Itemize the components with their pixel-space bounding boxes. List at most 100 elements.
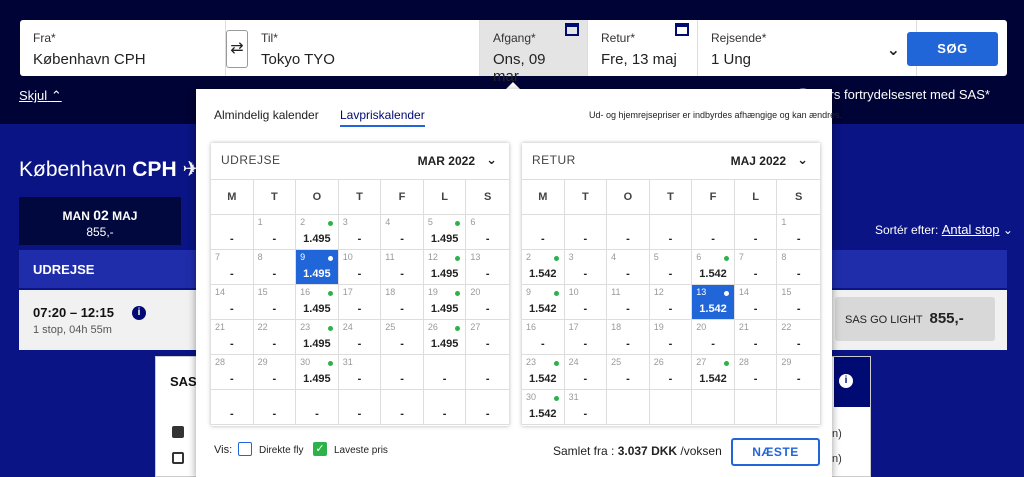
calendar-day[interactable]: 17- bbox=[564, 320, 608, 355]
day-number: 13 bbox=[470, 252, 481, 262]
calendar-day[interactable]: 22- bbox=[253, 320, 297, 355]
calendar-day[interactable]: 26 1.495 bbox=[423, 320, 467, 355]
availability-dot-icon bbox=[455, 221, 461, 226]
calendar-day[interactable]: 29- bbox=[777, 355, 820, 390]
calendar-day[interactable]: 25- bbox=[607, 355, 650, 390]
calendar-day[interactable]: 19 1.495 bbox=[423, 285, 467, 320]
calendar-day[interactable]: 20- bbox=[466, 285, 509, 320]
calendar-day[interactable]: 7- bbox=[734, 250, 778, 285]
calendar-day[interactable]: 16- bbox=[522, 320, 565, 355]
calendar-day[interactable]: 10- bbox=[564, 285, 608, 320]
tab-regular-calendar[interactable]: Almindelig kalender bbox=[214, 108, 319, 122]
total-price: Samlet fra : 3.037 DKK /voksen bbox=[553, 444, 722, 458]
lowest-price-checkbox[interactable]: ✓ bbox=[313, 442, 327, 456]
calendar-day[interactable]: 17- bbox=[338, 285, 382, 320]
calendar-day[interactable]: 19- bbox=[649, 320, 693, 355]
calendar-day[interactable]: 8- bbox=[253, 250, 297, 285]
calendar-day[interactable]: 31- bbox=[564, 390, 608, 425]
calendar-day[interactable]: 18- bbox=[381, 285, 424, 320]
day-number: 26 bbox=[653, 357, 664, 367]
calendar-day[interactable]: 3- bbox=[338, 215, 382, 250]
calendar-day[interactable]: 28- bbox=[211, 355, 254, 390]
calendar-day[interactable]: 24- bbox=[564, 355, 608, 390]
calendar-day[interactable]: 27 1.542 bbox=[692, 355, 735, 390]
day-price: - bbox=[229, 268, 234, 280]
calendar-day[interactable]: 15- bbox=[253, 285, 297, 320]
calendar-day[interactable]: 3- bbox=[564, 250, 608, 285]
calendar-day[interactable]: 25- bbox=[381, 320, 424, 355]
day-price: - bbox=[626, 268, 630, 280]
date-strip-selected[interactable]: MAN 02 MAJ 855,- bbox=[19, 197, 181, 245]
calendar-day[interactable]: 5 1.495 bbox=[423, 215, 467, 250]
calendar-day[interactable]: 2 1.542 bbox=[522, 250, 565, 285]
calendar-day[interactable]: 23 1.542 bbox=[522, 355, 565, 390]
depart-field[interactable]: Afgang* Ons, 09 mar bbox=[480, 20, 588, 85]
calendar-day: - bbox=[296, 390, 339, 425]
calendar-day[interactable]: 18- bbox=[607, 320, 650, 355]
calendar-day[interactable]: 6- bbox=[466, 215, 509, 250]
calendar-day[interactable]: 4- bbox=[607, 250, 650, 285]
calendar-day[interactable]: 8- bbox=[777, 250, 820, 285]
calendar-day[interactable]: 5- bbox=[649, 250, 693, 285]
next-button[interactable]: NÆSTE bbox=[731, 438, 820, 466]
outbound-calendar: UDREJSE MAR 2022 ⌄ M T O T F L S -1-2 1.495 3-4-5… bbox=[211, 143, 509, 426]
from-field[interactable]: Fra* København CPH bbox=[20, 20, 226, 76]
day-price: - bbox=[540, 338, 545, 350]
calendar-day[interactable]: 15- bbox=[777, 285, 820, 320]
calendar-day[interactable]: 14- bbox=[734, 285, 778, 320]
chevron-down-icon[interactable]: ⌄ bbox=[797, 152, 808, 167]
chevron-down-icon: ⌄ bbox=[886, 42, 900, 59]
swap-icon[interactable]: ⇄ bbox=[226, 30, 248, 68]
month-selector[interactable]: MAR 2022 bbox=[417, 154, 475, 168]
calendar-day[interactable]: 13- bbox=[466, 250, 509, 285]
calendar-day[interactable]: 4- bbox=[381, 215, 424, 250]
day-price: 1.542 bbox=[699, 303, 727, 315]
calendar-day[interactable]: 21- bbox=[734, 320, 778, 355]
chevron-down-icon[interactable]: ⌄ bbox=[486, 152, 497, 167]
day-price: 1.542 bbox=[529, 303, 557, 315]
calendar-day[interactable]: 10- bbox=[338, 250, 382, 285]
calendar-day[interactable]: 9 1.542 bbox=[522, 285, 565, 320]
calendar-day[interactable]: 29- bbox=[253, 355, 297, 390]
route-city: København bbox=[19, 158, 127, 181]
hide-search-link[interactable]: Skjul ⌃ bbox=[19, 88, 62, 104]
fare-option[interactable]: SAS GO LIGHT 855,- bbox=[835, 297, 995, 341]
day-number: 13 bbox=[696, 287, 707, 297]
calendar-day-selected[interactable]: 9 1.495 bbox=[296, 250, 339, 285]
passengers-field[interactable]: Rejsende* 1 Ung ⌄ bbox=[698, 20, 917, 76]
calendar-day[interactable]: 30 1.495 bbox=[296, 355, 339, 390]
calendar-day[interactable]: 31- bbox=[338, 355, 382, 390]
info-icon[interactable]: i bbox=[839, 374, 853, 388]
calendar-day[interactable]: 22- bbox=[777, 320, 820, 355]
calendar-day[interactable]: 12- bbox=[649, 285, 693, 320]
info-icon[interactable]: i bbox=[132, 306, 146, 320]
calendar-day[interactable]: 26- bbox=[649, 355, 693, 390]
search-button[interactable]: SØG bbox=[907, 32, 998, 66]
calendar-day[interactable]: 7- bbox=[211, 250, 254, 285]
calendar-day[interactable]: 1- bbox=[253, 215, 297, 250]
calendar-day[interactable]: 27- bbox=[466, 320, 509, 355]
calendar-day[interactable]: 23 1.495 bbox=[296, 320, 339, 355]
calendar-day[interactable]: 1- bbox=[777, 215, 820, 250]
calendar-day[interactable]: 11- bbox=[381, 250, 424, 285]
return-field[interactable]: Retur* Fre, 13 maj bbox=[588, 20, 698, 76]
calendar-day[interactable]: 2 1.495 bbox=[296, 215, 339, 250]
to-field[interactable]: Til* Tokyo TYO bbox=[248, 20, 480, 76]
calendar-day[interactable]: 12 1.495 bbox=[423, 250, 467, 285]
calendar-day[interactable]: 11- bbox=[607, 285, 650, 320]
calendar-day[interactable]: 16 1.495 bbox=[296, 285, 339, 320]
calendar-day[interactable]: 6 1.542 bbox=[692, 250, 735, 285]
calendar-day[interactable]: 30 1.542 bbox=[522, 390, 565, 425]
day-number: 25 bbox=[385, 322, 396, 332]
calendar-day[interactable]: 20- bbox=[692, 320, 735, 355]
calendar-day-selected[interactable]: 13 1.542 bbox=[692, 285, 735, 320]
sort-control[interactable]: Sortér efter: Antal stop ⌄ bbox=[875, 222, 1013, 237]
tab-low-price-calendar[interactable]: Lavpriskalender bbox=[340, 108, 425, 127]
lowest-price-label: Laveste pris bbox=[334, 445, 388, 456]
direct-flights-checkbox[interactable] bbox=[238, 442, 252, 456]
calendar-day[interactable]: 28- bbox=[734, 355, 778, 390]
calendar-day[interactable]: 21- bbox=[211, 320, 254, 355]
calendar-day[interactable]: 14- bbox=[211, 285, 254, 320]
calendar-day[interactable]: 24- bbox=[338, 320, 382, 355]
month-selector[interactable]: MAJ 2022 bbox=[730, 154, 786, 168]
